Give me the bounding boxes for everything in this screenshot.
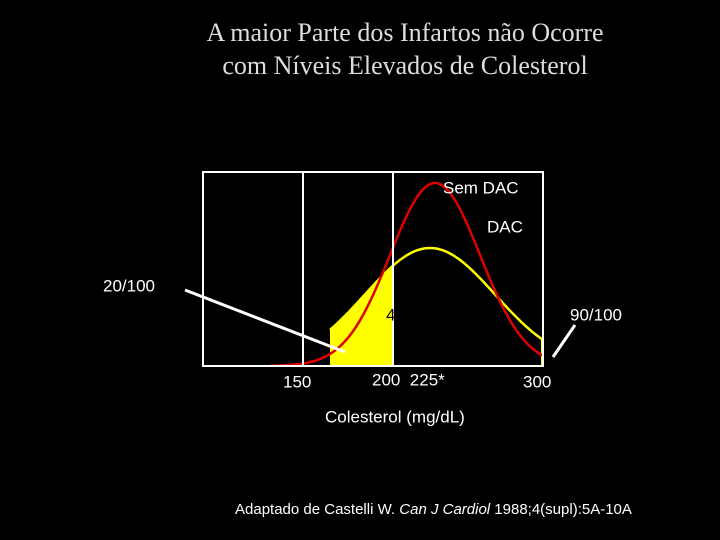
- source-text: Adaptado de Castelli W.: [235, 501, 399, 518]
- legend-label: Sem DAC: [443, 178, 519, 197]
- annotation: 40/100: [386, 305, 438, 324]
- yellow-area: [330, 266, 543, 366]
- x-label: 150: [283, 372, 311, 391]
- pointer: [396, 321, 414, 341]
- source: Adaptado de Castelli W. Can J Cardiol 19…: [235, 501, 632, 518]
- source-text: 1988;4(supl):5A-10A: [490, 501, 632, 518]
- plot-frame: [202, 171, 544, 367]
- source-journal: Can J Cardiol: [399, 501, 491, 518]
- pointer: [551, 324, 577, 358]
- annotation: 90/100: [570, 305, 622, 324]
- title-line: A maior Parte dos Infartos não Ocorre: [206, 18, 603, 47]
- x-label: 300: [523, 372, 551, 391]
- sem-dac-curve: [269, 181, 543, 368]
- dac-curve: [329, 246, 543, 341]
- pointer: [184, 288, 346, 354]
- title-line: com Níveis Elevados de Colesterol: [222, 51, 587, 80]
- axis-title: Colesterol (mg/dL): [325, 407, 465, 426]
- legend-label: DAC: [487, 217, 523, 236]
- annotation: 20/100: [103, 276, 155, 295]
- x-label: 200 225*: [372, 370, 445, 389]
